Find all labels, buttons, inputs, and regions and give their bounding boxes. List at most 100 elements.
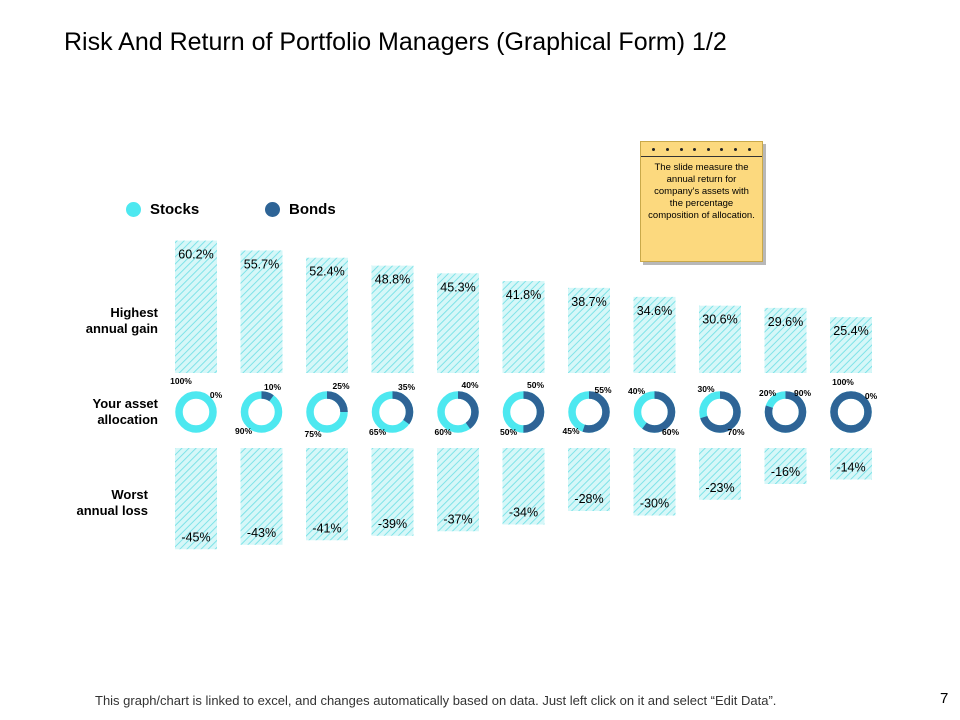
legend-stocks: Stocks [126,199,199,219]
gain-label: 30.6% [702,313,737,327]
row-label-loss-line1: Worst [111,487,148,502]
row-label-gain-line2: annual gain [85,321,158,336]
donut-bonds-arc [764,391,807,433]
gain-label: 45.3% [440,280,475,294]
stock-pct-label: 50% [500,427,517,437]
bond-pct-label: 55% [594,385,611,395]
donut-stocks-ring [240,391,283,433]
gain-bar [240,250,283,373]
donut-stocks-ring [175,391,217,433]
gain-label: 34.6% [637,304,672,318]
legend-stocks-label: Stocks [150,200,200,218]
stock-pct-label: 45% [562,426,579,436]
loss-label: -39% [378,517,407,531]
row-label-gain-line1: Highest [110,305,158,320]
loss-bar [306,448,348,541]
loss-bar [764,448,807,484]
loss-label: -16% [771,465,800,479]
gain-label: 48.8% [375,273,410,287]
loss-bar [175,448,217,550]
gain-label: 29.6% [768,315,803,329]
gain-bar [699,305,741,373]
loss-label: -41% [312,521,341,535]
gain-bar [502,281,545,373]
loss-label: -37% [443,512,472,526]
loss-bar [633,448,676,516]
bond-pct-label: 60% [662,427,679,437]
gain-bar [371,265,414,373]
gain-label: 60.2% [178,248,213,262]
footer-text: This graph/chart is linked to excel, and… [95,693,777,708]
row-label-highest-gain: Highest annual gain [60,305,158,337]
donut-bonds-arc [371,391,414,433]
bond-pct-label: 10% [264,382,281,392]
bond-pct-label: 90% [794,388,811,398]
note-pins [641,142,762,157]
bond-pct-label: 0% [865,391,878,401]
gain-bar [306,257,348,373]
legend-bonds: Bonds [265,199,336,219]
bond-pct-label: 35% [398,382,415,392]
page-number: 7 [940,690,949,707]
gain-bar [633,296,676,373]
donut-bonds-arc [568,391,610,433]
loss-bar [830,448,872,480]
slide-title: Risk And Return of Portfolio Managers (G… [64,28,727,56]
loss-label: -34% [509,506,538,520]
gain-bar [568,287,610,373]
donut-bonds-arc [306,391,348,433]
bond-pct-label: 25% [332,381,349,391]
loss-label: -28% [574,492,603,506]
gain-label: 41.8% [506,288,541,302]
stock-pct-label: 20% [759,388,776,398]
row-label-asset-allocation: Your asset allocation [60,396,158,428]
stock-pct-label: 75% [304,429,321,439]
gain-bar [830,317,872,373]
loss-label: -45% [181,530,210,544]
loss-label: -23% [705,481,734,495]
donut-bonds-arc [437,391,479,433]
row-label-loss-line2: annual loss [76,503,148,518]
stock-pct-label: 40% [628,386,645,396]
sticky-note: The slide measure the annual return for … [640,141,763,262]
donut-bonds-arc [633,391,676,433]
gain-bar [175,240,217,373]
gain-bar [437,273,479,373]
gain-bar [764,307,807,373]
donut-bonds-arc [502,391,545,433]
stock-pct-label: 100% [170,376,192,386]
stock-pct-label: 100% [832,377,854,387]
donut-bonds-arc [699,391,741,433]
loss-bar [240,448,283,545]
stock-pct-label: 90% [235,426,252,436]
bond-pct-label: 0% [210,390,223,400]
loss-bar [371,448,414,536]
row-label-alloc-line1: Your asset [92,396,158,411]
donut-bonds-arc [240,391,283,433]
bond-pct-label: 70% [727,427,744,437]
note-text: The slide measure the annual return for … [648,162,755,221]
loss-label: -43% [247,526,276,540]
loss-bar [502,448,545,525]
stocks-dot-icon [126,201,141,217]
bond-pct-label: 40% [461,380,478,390]
loss-bar [437,448,479,532]
legend-bonds-label: Bonds [289,200,336,218]
row-label-worst-loss: Worst annual loss [50,487,148,519]
gain-label: 38.7% [571,295,606,309]
stock-pct-label: 65% [369,427,386,437]
stock-pct-label: 30% [697,384,714,394]
loss-bar [568,448,610,511]
stock-pct-label: 60% [434,427,451,437]
gain-label: 52.4% [309,265,344,279]
loss-label: -30% [640,497,669,511]
donut-bonds-arc [830,391,872,433]
bond-pct-label: 50% [527,380,544,390]
gain-label: 25.4% [833,324,868,338]
row-label-alloc-line2: allocation [97,412,158,427]
bonds-dot-icon [265,201,280,217]
loss-label: -14% [836,461,865,475]
gain-label: 55.7% [244,257,279,271]
loss-bar [699,448,741,500]
